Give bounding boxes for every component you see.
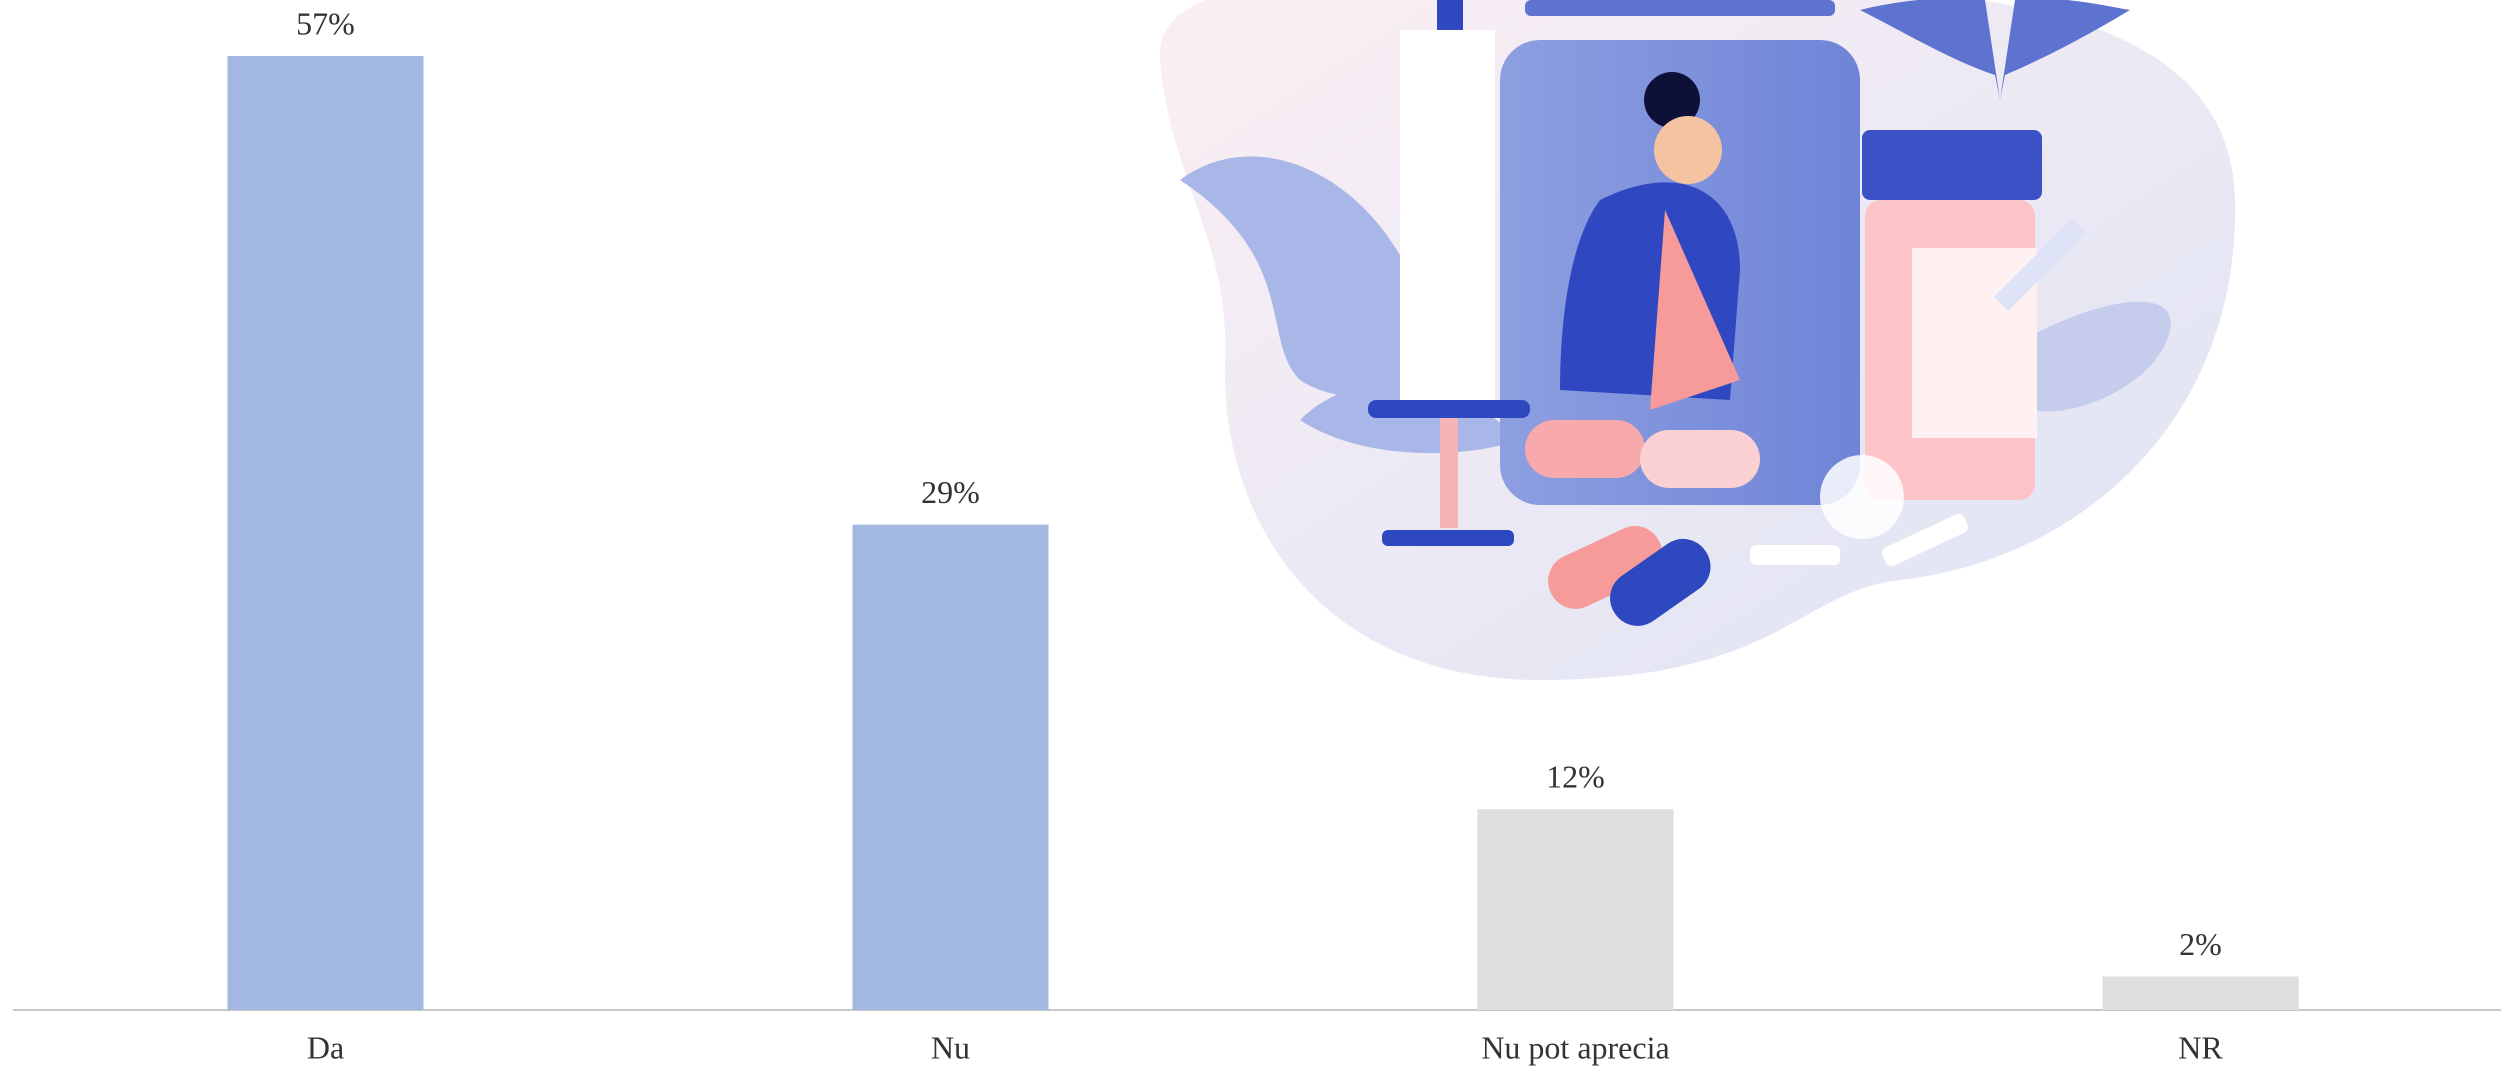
jar-lid	[1525, 0, 1835, 16]
pill	[1548, 526, 1663, 609]
syringe-needle	[1440, 418, 1458, 528]
syringe-top	[1437, 0, 1463, 30]
figure-hair	[1644, 72, 1700, 128]
cigarette	[1994, 219, 2086, 311]
figure-face	[1654, 116, 1722, 184]
syringe	[1400, 30, 1495, 410]
pill	[1640, 430, 1760, 488]
value-label: 29%	[921, 474, 980, 510]
leaf-cannabis	[1860, 0, 2130, 100]
illustration	[1159, 0, 2236, 680]
x-tick-label: NR	[2178, 1029, 2223, 1065]
tablet	[1820, 455, 1904, 539]
bar	[227, 56, 424, 1010]
syringe-base	[1382, 530, 1514, 546]
bar	[852, 524, 1049, 1010]
leaf	[1180, 156, 1430, 396]
x-tick-label: Nu	[931, 1029, 970, 1065]
pill	[1610, 538, 1711, 626]
bar	[2102, 976, 2299, 1010]
value-label: 12%	[1546, 759, 1605, 795]
bar	[1477, 809, 1674, 1010]
value-label: 2%	[2179, 926, 2222, 962]
x-tick-label: Nu pot aprecia	[1481, 1029, 1669, 1065]
value-label: 57%	[296, 5, 355, 41]
syringe-grip	[1368, 400, 1530, 418]
x-tick-label: Da	[307, 1029, 344, 1065]
figure-legs	[1650, 210, 1740, 410]
bottle-cap	[1862, 130, 2042, 200]
leaf	[1300, 383, 1520, 454]
tablet	[1881, 513, 1969, 567]
pill	[1525, 420, 1645, 478]
tablet	[1750, 545, 1840, 565]
